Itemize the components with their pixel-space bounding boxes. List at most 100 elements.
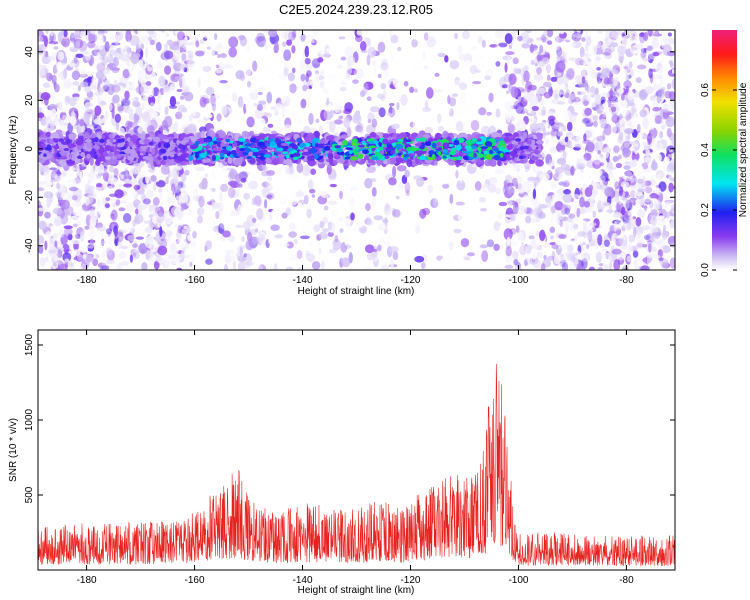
noise-blob bbox=[530, 238, 540, 249]
noise-blob bbox=[376, 93, 385, 99]
noise-blob bbox=[83, 112, 91, 125]
noise-blob bbox=[114, 113, 122, 123]
noise-blob bbox=[63, 68, 68, 79]
noise-blob bbox=[659, 73, 664, 85]
noise-blob bbox=[72, 223, 79, 228]
noise-blob bbox=[38, 63, 43, 71]
noise-blob bbox=[629, 35, 639, 43]
noise-blob bbox=[492, 230, 500, 234]
noise-blob bbox=[224, 93, 230, 97]
noise-blob bbox=[252, 88, 258, 101]
noise-blob bbox=[366, 96, 372, 102]
noise-blob bbox=[656, 219, 664, 228]
noise-blob bbox=[295, 191, 305, 198]
noise-blob bbox=[69, 186, 79, 192]
noise-blob bbox=[73, 193, 81, 203]
noise-blob bbox=[110, 196, 116, 202]
noise-blob bbox=[87, 179, 91, 184]
noise-blob bbox=[155, 257, 164, 262]
noise-blob bbox=[124, 90, 130, 100]
noise-blob bbox=[153, 182, 157, 192]
noise-blob bbox=[61, 169, 67, 177]
noise-blob bbox=[313, 224, 321, 233]
noise-blob bbox=[224, 263, 229, 270]
noise-blob bbox=[488, 92, 494, 103]
noise-blob bbox=[344, 102, 354, 113]
noise-blob bbox=[140, 248, 146, 255]
noise-blob bbox=[637, 259, 644, 267]
noise-blob bbox=[160, 164, 170, 175]
noise-blob bbox=[157, 245, 168, 256]
noise-blob bbox=[111, 66, 120, 74]
noise-blob bbox=[195, 40, 200, 48]
noise-blob bbox=[138, 59, 144, 67]
noise-blob bbox=[287, 31, 296, 41]
noise-blob bbox=[61, 66, 68, 78]
noise-blob bbox=[388, 246, 399, 253]
noise-blob bbox=[580, 223, 584, 232]
noise-blob bbox=[387, 106, 396, 118]
noise-blob bbox=[56, 182, 61, 190]
noise-blob bbox=[624, 161, 630, 165]
noise-blob bbox=[564, 45, 570, 54]
noise-blob bbox=[395, 195, 400, 200]
noise-blob bbox=[106, 165, 111, 169]
noise-blob bbox=[643, 234, 651, 240]
noise-blob bbox=[358, 85, 363, 90]
noise-blob bbox=[517, 182, 522, 190]
noise-blob bbox=[163, 108, 168, 117]
noise-blob bbox=[56, 61, 63, 72]
noise-blob bbox=[285, 266, 294, 270]
noise-blob bbox=[274, 109, 279, 116]
noise-blob bbox=[367, 119, 372, 124]
noise-blob bbox=[412, 220, 421, 229]
noise-blob bbox=[623, 137, 631, 149]
noise-blob bbox=[610, 123, 617, 134]
noise-blob bbox=[130, 191, 138, 195]
noise-blob bbox=[235, 173, 241, 184]
noise-blob bbox=[75, 53, 84, 59]
noise-blob bbox=[192, 230, 197, 239]
noise-blob bbox=[645, 149, 651, 157]
noise-blob bbox=[540, 167, 549, 171]
noise-blob bbox=[411, 39, 418, 48]
noise-blob bbox=[235, 224, 244, 228]
noise-blob bbox=[486, 239, 495, 248]
noise-blob bbox=[655, 153, 662, 163]
noise-blob bbox=[603, 239, 610, 247]
noise-blob bbox=[598, 186, 608, 190]
noise-blob bbox=[300, 235, 310, 240]
noise-blob bbox=[574, 143, 582, 149]
noise-blob bbox=[319, 221, 325, 229]
noise-blob bbox=[512, 250, 519, 260]
noise-blob bbox=[246, 80, 252, 88]
noise-blob bbox=[146, 190, 154, 199]
noise-blob bbox=[644, 156, 652, 163]
noise-blob bbox=[342, 218, 351, 230]
noise-blob bbox=[523, 93, 530, 100]
noise-blob bbox=[528, 235, 535, 240]
noise-blob bbox=[183, 225, 188, 230]
noise-blob bbox=[378, 119, 384, 128]
noise-blob bbox=[145, 172, 150, 184]
noise-blob bbox=[227, 171, 236, 181]
noise-blob bbox=[495, 108, 501, 118]
noise-blob bbox=[507, 200, 513, 207]
noise-blob bbox=[71, 181, 77, 189]
noise-blob bbox=[112, 67, 121, 71]
noise-blob bbox=[622, 109, 629, 114]
noise-blob bbox=[190, 239, 197, 248]
noise-blob bbox=[41, 54, 51, 65]
noise-blob bbox=[557, 83, 568, 95]
noise-blob bbox=[289, 256, 299, 262]
noise-blob bbox=[624, 63, 629, 76]
noise-blob bbox=[124, 167, 128, 176]
noise-blob bbox=[44, 116, 52, 127]
noise-blob bbox=[146, 66, 153, 72]
noise-blob bbox=[661, 124, 666, 130]
noise-blob bbox=[518, 124, 524, 129]
noise-blob bbox=[478, 107, 487, 116]
noise-blob bbox=[308, 46, 313, 55]
noise-blob bbox=[513, 42, 524, 54]
noise-blob bbox=[104, 67, 112, 77]
